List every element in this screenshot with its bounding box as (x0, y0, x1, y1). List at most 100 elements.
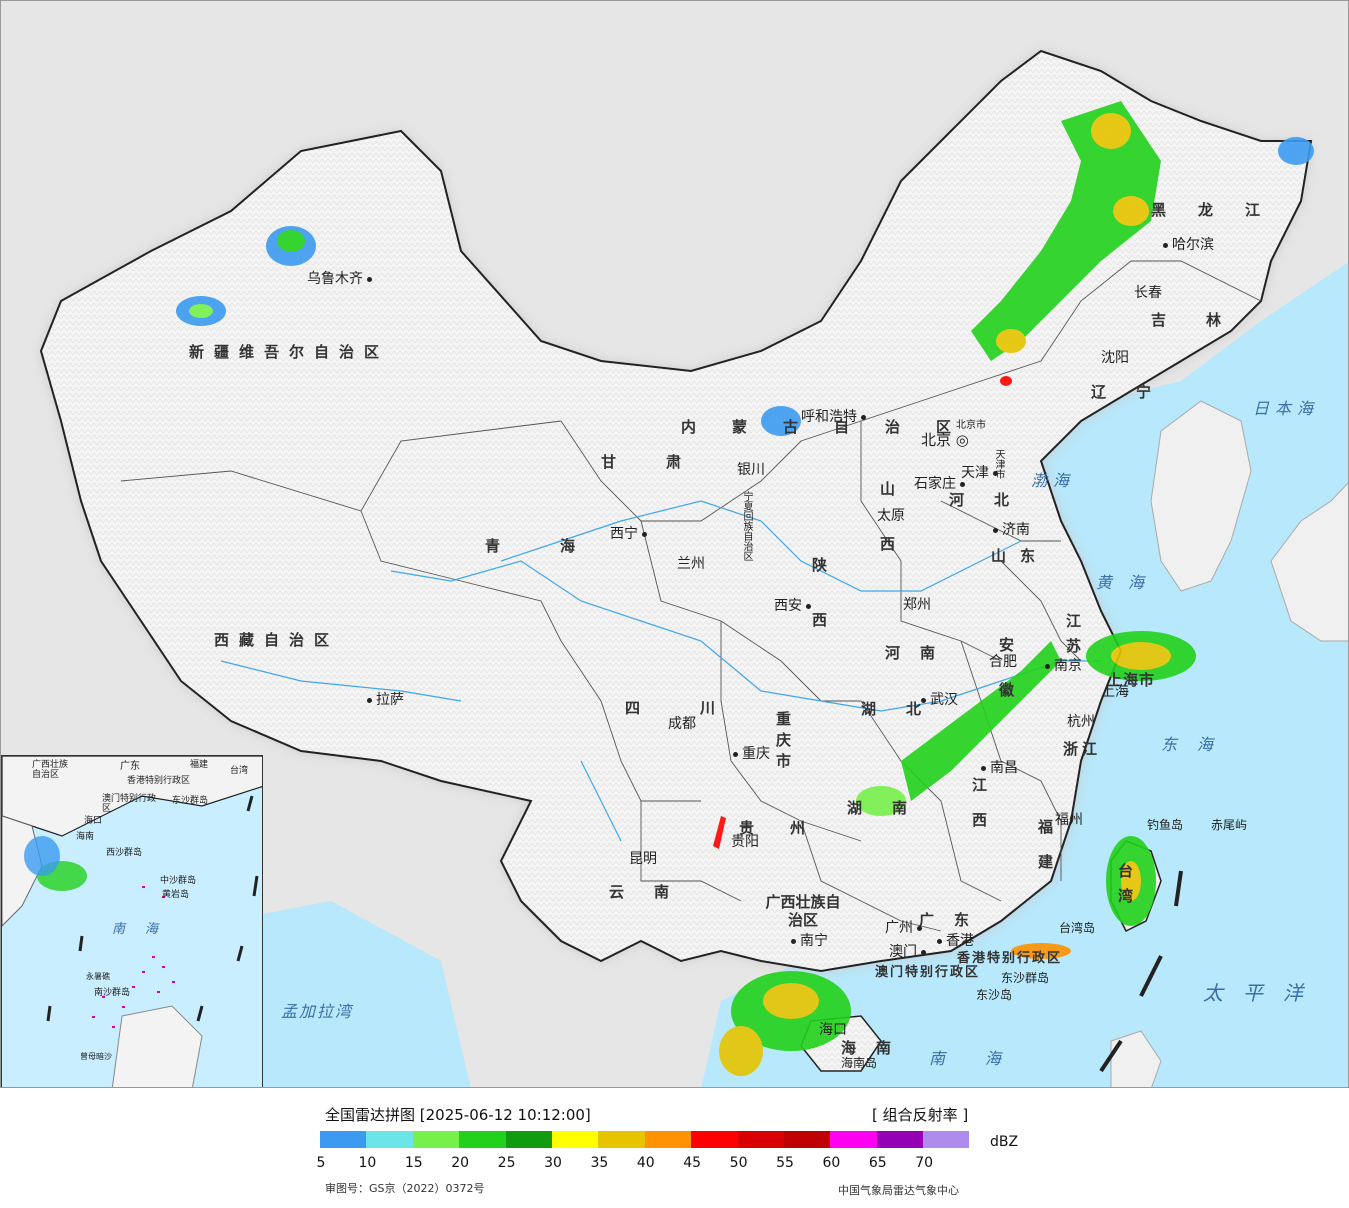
sea-label-bohai: 渤海 (1031, 471, 1076, 490)
inset-label-xisha: 西沙群岛 (106, 848, 143, 858)
city-guangzhou: 广州 (885, 921, 926, 935)
south-china-sea-inset: 广东 福建 台湾 广西壮族自治区 香港特别行政区 澳门特别行政区 东沙群岛 海南… (1, 755, 263, 1087)
color-swatch (923, 1131, 970, 1148)
color-swatch (551, 1131, 599, 1148)
sea-label-huanghai: 黄海 (1096, 573, 1161, 592)
province-label-gansu: 甘肃 (601, 453, 732, 471)
city-yinchuan: 银川 (737, 462, 765, 478)
color-swatch (459, 1131, 506, 1148)
province-label-qinghai: 青海 (485, 537, 636, 555)
rivers (220, 500, 1101, 842)
approval-number: 审图号：GS京（2022）0372号 (325, 1182, 485, 1195)
province-label-neimenggu: 内蒙古自治区 (681, 418, 988, 436)
province-label-ningxia: 宁夏回族自治区 (741, 491, 752, 561)
china-land (39, 49, 1313, 973)
province-boundaries (120, 260, 1262, 932)
city-nanchang: 南昌 (977, 761, 1018, 775)
color-swatch (830, 1131, 877, 1148)
city-macau: 澳门 (889, 945, 930, 959)
sea-label-japan: 日本海 (1253, 399, 1320, 418)
province-label-tianjin: 天津市 (993, 449, 1004, 479)
inset-label-zhongsha: 中沙群岛 (160, 876, 197, 886)
scale-tick-label: 70 (915, 1155, 934, 1171)
radar-map[interactable]: 新疆维吾尔自治区 西藏自治区 青海 甘肃 内蒙古自治区 黑龙江 吉林 辽宁 河北… (0, 0, 1349, 1088)
city-xining: 西宁 (610, 527, 651, 541)
inset-label-guangxi: 广西壮族自治区 (32, 760, 69, 780)
legend-panel: 全国雷达拼图 [2025-06-12 10:12:00] [ 组合反射率 ] 5… (0, 1088, 1349, 1208)
color-swatch (366, 1131, 413, 1148)
province-label-zhejiang: 浙江 (1063, 740, 1102, 758)
province-label-shanxi: 山西 (878, 481, 896, 591)
province-label-hunan: 湖南 (847, 799, 938, 817)
city-lanzhou: 兰州 (677, 556, 705, 572)
scale-tick-label: 65 (868, 1155, 887, 1171)
province-label-shaanxi: 陕西 (810, 557, 828, 667)
color-swatch (412, 1131, 460, 1148)
color-swatch (598, 1131, 645, 1148)
issuer-name: 中国气象局雷达气象中心 (838, 1184, 959, 1197)
province-label-guizhou: 贵州 (739, 819, 842, 837)
sea-label-donghai: 东海 (1161, 735, 1234, 754)
sea-label-nanhai: 南海 (929, 1049, 1042, 1068)
province-label-taiwan: 台湾 (1116, 863, 1134, 913)
city-hefei: 合肥 (989, 654, 1017, 670)
city-nanjing: 南京 (1041, 659, 1082, 673)
scale-tick-label: 50 (729, 1155, 748, 1171)
province-label-hongkong: 香港特别行政区 (957, 951, 1063, 966)
city-tianjin: 天津 (961, 466, 1002, 480)
city-chongqing: 重庆 (729, 747, 770, 761)
scale-tick-label: 15 (404, 1155, 423, 1171)
province-label-shanghai: 上海市 (1107, 671, 1156, 689)
sea-bay-of-bengal (171, 901, 471, 1087)
scale-tick-label: 25 (497, 1155, 516, 1171)
inset-label-yongshu: 永暑礁 (86, 972, 110, 981)
city-lhasa: 拉萨 (363, 693, 404, 707)
scale-tick-label: 5 (316, 1155, 326, 1171)
city-urumqi: 乌鲁木齐 (307, 272, 376, 286)
province-label-liaoning: 辽宁 (1091, 383, 1182, 401)
scale-tick-label: 40 (636, 1155, 655, 1171)
city-hohhot: 呼和浩特 (801, 410, 870, 424)
province-label-chongqing: 重庆市 (774, 711, 792, 774)
city-fuzhou: 福州 (1055, 812, 1083, 828)
inset-label-dongsha: 东沙群岛 (172, 796, 209, 806)
inset-canvas (2, 756, 262, 1087)
scale-tick-label: 60 (822, 1155, 841, 1171)
color-swatch (691, 1131, 738, 1148)
province-label-anhui: 安徽 (997, 637, 1015, 727)
inset-label-macau: 澳门特别行政区 (102, 794, 157, 814)
island-label-hainan: 海南岛 (841, 1056, 878, 1070)
color-swatch (783, 1131, 831, 1148)
city-wuhan: 武汉 (917, 693, 958, 707)
scale-tick-label: 20 (451, 1155, 470, 1171)
city-haikou: 海口 (819, 1022, 847, 1038)
color-swatch (644, 1131, 692, 1148)
scale-tick-label: 55 (776, 1155, 794, 1171)
city-hongkong: 香港 (933, 934, 974, 948)
city-chengdu: 成都 (668, 716, 696, 732)
province-label-henan: 河南 (885, 644, 956, 662)
province-label-jilin: 吉林 (1151, 311, 1262, 329)
sea-label-pacific: 太平洋 (1203, 981, 1323, 1005)
inset-label-nanhai: 南海 (112, 922, 179, 937)
province-label-guangdong: 广东 (919, 911, 990, 929)
province-label-hainan: 海南 (841, 1039, 912, 1057)
sea-boundary-lines (1099, 870, 1183, 1073)
province-label-sichuan: 四川 (625, 699, 776, 717)
province-label-shandong: 山东 (991, 547, 1050, 565)
province-label-xinjiang: 新疆维吾尔自治区 (189, 343, 390, 361)
scale-tick-label: 30 (544, 1155, 562, 1171)
city-nanning: 南宁 (787, 934, 828, 948)
legend-title: 全国雷达拼图 [2025-06-12 10:12:00] (325, 1106, 591, 1124)
city-changchun: 长春 (1134, 285, 1162, 301)
province-label-yunnan: 云南 (609, 883, 700, 901)
city-shenyang: 沈阳 (1101, 350, 1129, 366)
province-label-fujian: 福建 (1036, 819, 1054, 889)
city-harbin: 哈尔滨 (1159, 238, 1214, 252)
inset-label-fujian: 福建 (190, 760, 209, 770)
province-label-hebei: 河北 (949, 491, 1040, 509)
color-scale-bar (320, 1131, 970, 1148)
province-label-macau: 澳门特别行政区 (875, 965, 981, 980)
province-label-xizang: 西藏自治区 (214, 631, 340, 649)
province-label-jiangsu: 江苏 (1064, 613, 1082, 663)
